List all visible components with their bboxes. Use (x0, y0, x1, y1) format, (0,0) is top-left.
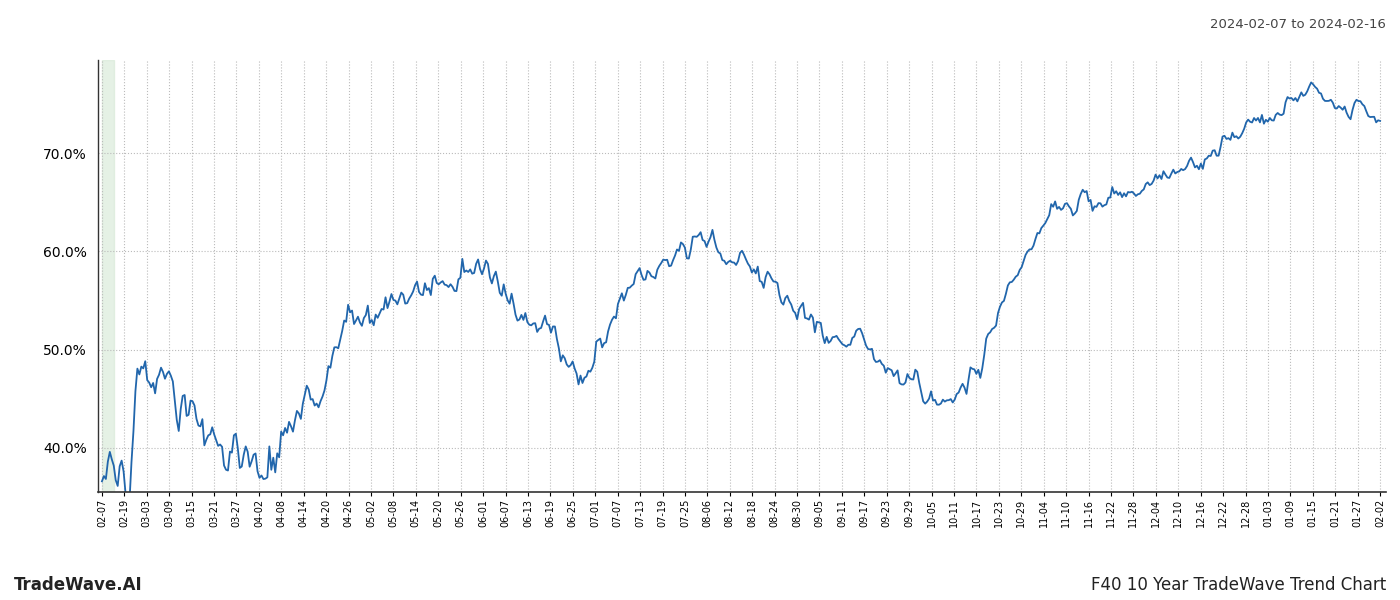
Text: F40 10 Year TradeWave Trend Chart: F40 10 Year TradeWave Trend Chart (1091, 576, 1386, 594)
Text: TradeWave.AI: TradeWave.AI (14, 576, 143, 594)
Text: 2024-02-07 to 2024-02-16: 2024-02-07 to 2024-02-16 (1210, 18, 1386, 31)
Bar (102, 60, 115, 492)
